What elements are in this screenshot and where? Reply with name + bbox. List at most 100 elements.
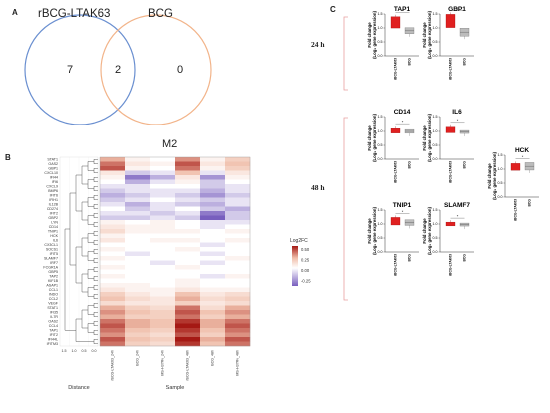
gene-label: SLAMF7 [44, 257, 58, 261]
heatmap-cell [225, 238, 251, 243]
dendrogram-branch [93, 222, 98, 227]
heatmap-cell [175, 314, 201, 320]
boxplot-gbp1: GBP1 1.5 1.0 0.5 0.0 Fold change (Log₂ gene ex… [422, 6, 474, 80]
time-label-48h: 48 h [311, 183, 325, 192]
boxplot-x-label: BCG [408, 161, 412, 169]
heatmap-cell [100, 238, 126, 243]
boxplot-title: SLAMF7 [444, 202, 470, 209]
heatmap-cell [225, 265, 251, 270]
heatmap-cell [175, 319, 201, 324]
sample-label: MS-H37Rv_48h [236, 350, 240, 376]
dendrogram-branch [87, 197, 94, 207]
heatmap-cell [200, 215, 226, 221]
heatmap-cell [175, 233, 201, 239]
panel-a-label: A [12, 8, 18, 17]
heatmap-cell [200, 220, 226, 225]
heatmap-cell [150, 269, 176, 275]
gene-label: HCK [50, 234, 58, 238]
gene-label: CCL1 [49, 288, 58, 292]
heatmap-cell [100, 233, 126, 239]
heatmap-cell [100, 184, 126, 189]
dendrogram-branch [93, 231, 98, 236]
dendrogram-branch [93, 168, 98, 173]
heatmap-cell [150, 260, 176, 266]
heatmap-cell [175, 238, 201, 243]
legend-tick: 0.25 [301, 258, 310, 263]
heatmap-cell [200, 197, 226, 203]
heatmap-cell [150, 206, 176, 212]
gene-label: IFI35 [50, 311, 58, 315]
heatmap-cell [100, 292, 126, 297]
heatmap-cell [150, 193, 176, 198]
time-label-24h: 24 h [311, 40, 325, 49]
boxplot-y-tick-label: 1.0 [433, 129, 438, 133]
heatmap-cell [100, 260, 126, 266]
boxplot-x-label: BCG [463, 254, 467, 262]
heatmap-cell [100, 269, 126, 275]
heatmap-cell [200, 242, 226, 248]
dendrogram-branch [81, 237, 88, 257]
heatmap-cell [150, 175, 176, 180]
gene-label: IFIH1 [49, 198, 58, 202]
heatmap-cell [200, 202, 226, 207]
heatmap-cell [175, 242, 201, 248]
heatmap-cell [175, 220, 201, 225]
heatmap-cell [175, 161, 201, 167]
heatmap-cell [200, 188, 226, 194]
heatmap-cell [150, 247, 176, 252]
heatmap-cell [200, 341, 226, 347]
heatmap-cell [200, 179, 226, 185]
heatmap-cell [125, 337, 151, 342]
heatmap-cell [100, 202, 126, 207]
heatmap-cell [150, 184, 176, 189]
gene-label: TAP2 [49, 275, 58, 279]
gene-label: VEGF [48, 302, 59, 306]
heatmap-cell [125, 197, 151, 203]
heatmap-cell [175, 202, 201, 207]
legend-colorbar [292, 246, 298, 286]
boxplot-y-tick-label: 1.5 [378, 208, 383, 212]
boxplot-x-label: rBCG-LTAK63 [394, 254, 398, 276]
heatmap-cell [200, 193, 226, 198]
heatmap-cell [225, 206, 251, 212]
heatmap-cell [150, 305, 176, 311]
heatmap-cell [125, 211, 151, 216]
heatmap-cell [200, 274, 226, 279]
dendrogram-branch [93, 276, 98, 281]
heatmap-cell [125, 274, 151, 279]
heatmap-cell [150, 170, 176, 176]
heatmap-cell [200, 278, 226, 284]
heatmap-cell [125, 310, 151, 315]
heatmap-cell [150, 310, 176, 315]
dendrogram-branch [93, 186, 98, 191]
heatmap-cell [200, 292, 226, 297]
gene-label: LYN [51, 221, 58, 225]
heatmap-cell [125, 296, 151, 302]
heatmap-cell [175, 310, 201, 315]
heatmap-cell [175, 305, 201, 311]
heatmap-cell [100, 242, 126, 248]
heatmap-cell [175, 211, 201, 216]
dendrogram-branch [93, 267, 98, 272]
boxplot-y-tick-label: 1.5 [433, 115, 438, 119]
box-rbcg [445, 14, 456, 28]
heatmap-cell [175, 166, 201, 171]
gene-label: IFIT5 [50, 252, 58, 256]
gene-label: GBP5 [48, 270, 58, 274]
heatmap-cell [225, 337, 251, 342]
boxplot-y-tick-label: 1.0 [378, 26, 383, 30]
sample-label: rBCG-LTAK63_24h [111, 350, 115, 381]
dendrogram-branch [93, 240, 98, 245]
heatmap-cell [225, 229, 251, 234]
heatmap-cell [200, 305, 226, 311]
boxplot-y-tick-label: 0.5 [433, 40, 438, 44]
heatmap-cell [175, 224, 201, 230]
heatmap-cell [100, 166, 126, 171]
gene-label: CXCL10 [44, 171, 58, 175]
heatmap-cell [100, 337, 126, 342]
heatmap-cell [175, 278, 201, 284]
boxplot-y-tick-label: 0.5 [378, 236, 383, 240]
heatmap-cell [225, 188, 251, 194]
boxplot-cd14: CD14 1.5 1.0 0.5 0.0 Fold change (Log₂ gene ex… [367, 109, 419, 183]
boxplot-y-tick-label: 0.5 [498, 181, 503, 185]
